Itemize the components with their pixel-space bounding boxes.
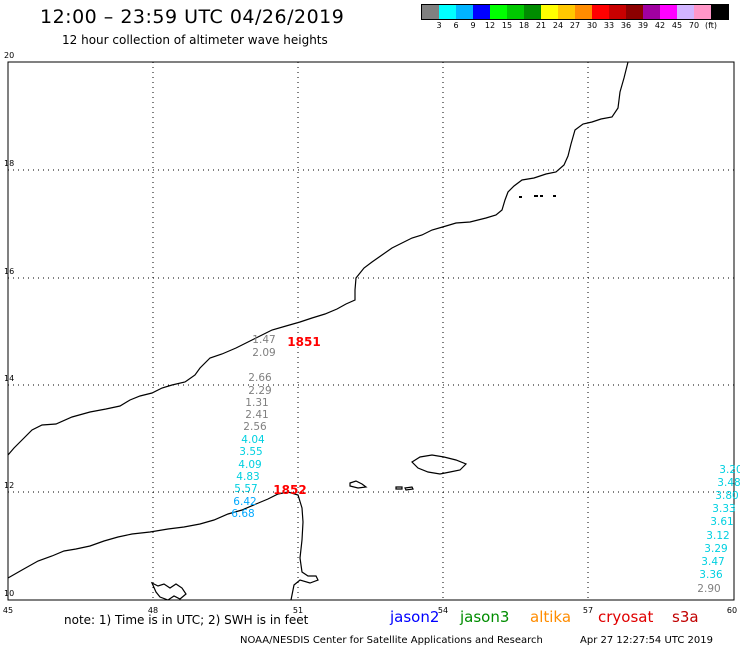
swh-value: 2.09 [252, 347, 275, 359]
pass-time-label: 1852 [273, 483, 306, 497]
footer-credit: NOAA/NESDIS Center for Satellite Applica… [240, 635, 543, 646]
pass-time-label: 1851 [287, 335, 320, 349]
mission-label: altika [530, 608, 572, 626]
legend-swatch [490, 5, 507, 19]
swh-value: 3.80 [715, 490, 738, 502]
map-subtitle: 12 hour collection of altimeter wave hei… [62, 33, 328, 47]
mission-label: jason2 [390, 608, 440, 626]
lat-tick-label: 18 [4, 159, 14, 168]
swh-value: 3.55 [239, 446, 262, 458]
legend-swatch [558, 5, 575, 19]
pass-time-labels: 1851 1852 [273, 335, 320, 497]
socotra-islets [349, 480, 414, 491]
map-title: 12:00 – 23:59 UTC 04/26/2019 [40, 6, 345, 28]
lat-tick-label: 20 [4, 51, 14, 60]
legend-label: 15 [501, 21, 513, 30]
lon-tick-label: 60 [727, 606, 737, 615]
legend-label: (ft) [704, 21, 718, 30]
swh-value: 2.90 [697, 583, 720, 595]
legend-label: 39 [637, 21, 649, 30]
map-frame [7, 61, 735, 601]
legend-swatch [541, 5, 558, 19]
kuria-muria-islands [519, 195, 556, 198]
legend-label: 36 [620, 21, 632, 30]
lon-tick-label: 54 [438, 606, 448, 615]
swh-value: 2.29 [248, 385, 271, 397]
coastline-somalia [150, 581, 187, 601]
swh-value: 3.33 [712, 503, 735, 515]
socotra-island [411, 454, 468, 475]
legend-label: 30 [586, 21, 598, 30]
legend-swatch [507, 5, 524, 19]
legend-swatch [575, 5, 592, 19]
legend-swatch [626, 5, 643, 19]
swh-value: 3.48 [717, 477, 740, 489]
swh-value: 3.36 [699, 569, 723, 581]
legend-swatch [609, 5, 626, 19]
legend-label: 27 [569, 21, 581, 30]
swh-value: 3.29 [704, 543, 727, 555]
lon-tick-label: 51 [293, 606, 303, 615]
legend-swatch [456, 5, 473, 19]
mission-label: s3a [672, 608, 699, 626]
lon-tick-label: 48 [148, 606, 158, 615]
legend-swatch [643, 5, 660, 19]
legend-swatch [422, 5, 439, 19]
mission-label: jason3 [460, 608, 510, 626]
legend-swatch [439, 5, 456, 19]
swh-value: 6.42 [233, 496, 256, 508]
lat-tick-label: 12 [4, 481, 14, 490]
lat-tick-label: 16 [4, 267, 14, 276]
track-b: 3.203.483.803.333.61 3.123.293.473.36 2.90 [697, 464, 740, 595]
swh-value: 4.04 [241, 434, 265, 446]
coastline-yemen [7, 491, 319, 601]
swh-value: 3.12 [706, 530, 729, 542]
swh-value: 1.31 [245, 397, 268, 409]
legend-label: 21 [535, 21, 547, 30]
lon-tick-label: 45 [3, 606, 13, 615]
swh-value: 6.68 [231, 508, 254, 520]
legend-label: 18 [518, 21, 530, 30]
legend-swatch [524, 5, 541, 19]
color-legend: 3 6 9 12 15 18 21 24 27 30 33 36 39 42 45 70 (ft) [421, 4, 729, 32]
legend-swatch [694, 5, 711, 19]
legend-label: 42 [654, 21, 666, 30]
lat-tick-label: 14 [4, 374, 14, 383]
legend-label: 24 [552, 21, 564, 30]
axis-tick-labels: 45 48 51 54 57 60 10 12 14 16 18 20 [3, 51, 737, 615]
lat-tick-label: 10 [4, 589, 14, 598]
legend-swatch [660, 5, 677, 19]
swh-value: 2.66 [248, 372, 272, 384]
track-a: 1.472.09 2.662.291.312.412.564.043.554.09… [231, 334, 275, 520]
coastline-oman [7, 61, 629, 456]
swh-value: 3.61 [710, 516, 733, 528]
swh-value: 5.57 [234, 483, 257, 495]
legend-label: 45 [671, 21, 683, 30]
legend-label: 70 [688, 21, 700, 30]
footer-timestamp: Apr 27 12:27:54 UTC 2019 [580, 635, 713, 646]
legend-swatches [421, 4, 729, 20]
graticule [8, 62, 734, 600]
swh-value: 3.20 [719, 464, 740, 476]
lon-tick-label: 57 [583, 606, 593, 615]
swh-value: 4.83 [236, 471, 259, 483]
legend-label: 33 [603, 21, 615, 30]
swh-value: 3.47 [701, 556, 724, 568]
legend-swatch [592, 5, 609, 19]
swh-value: 2.56 [243, 421, 267, 433]
footer-note: note: 1) Time is in UTC; 2) SWH is in fe… [64, 613, 309, 627]
legend-labels: 3 6 9 12 15 18 21 24 27 30 33 36 39 42 45 70 (ft) [421, 20, 729, 32]
swh-value: 4.09 [238, 459, 261, 471]
mission-label: cryosat [598, 608, 654, 626]
legend-swatch [677, 5, 694, 19]
swh-value: 2.41 [245, 409, 268, 421]
legend-swatch [473, 5, 490, 19]
swh-value: 1.47 [252, 334, 275, 346]
legend-label: 3 [436, 21, 442, 30]
legend-label: 12 [484, 21, 496, 30]
legend-swatch [711, 5, 728, 19]
legend-label: 9 [470, 21, 476, 30]
legend-label: 6 [453, 21, 459, 30]
